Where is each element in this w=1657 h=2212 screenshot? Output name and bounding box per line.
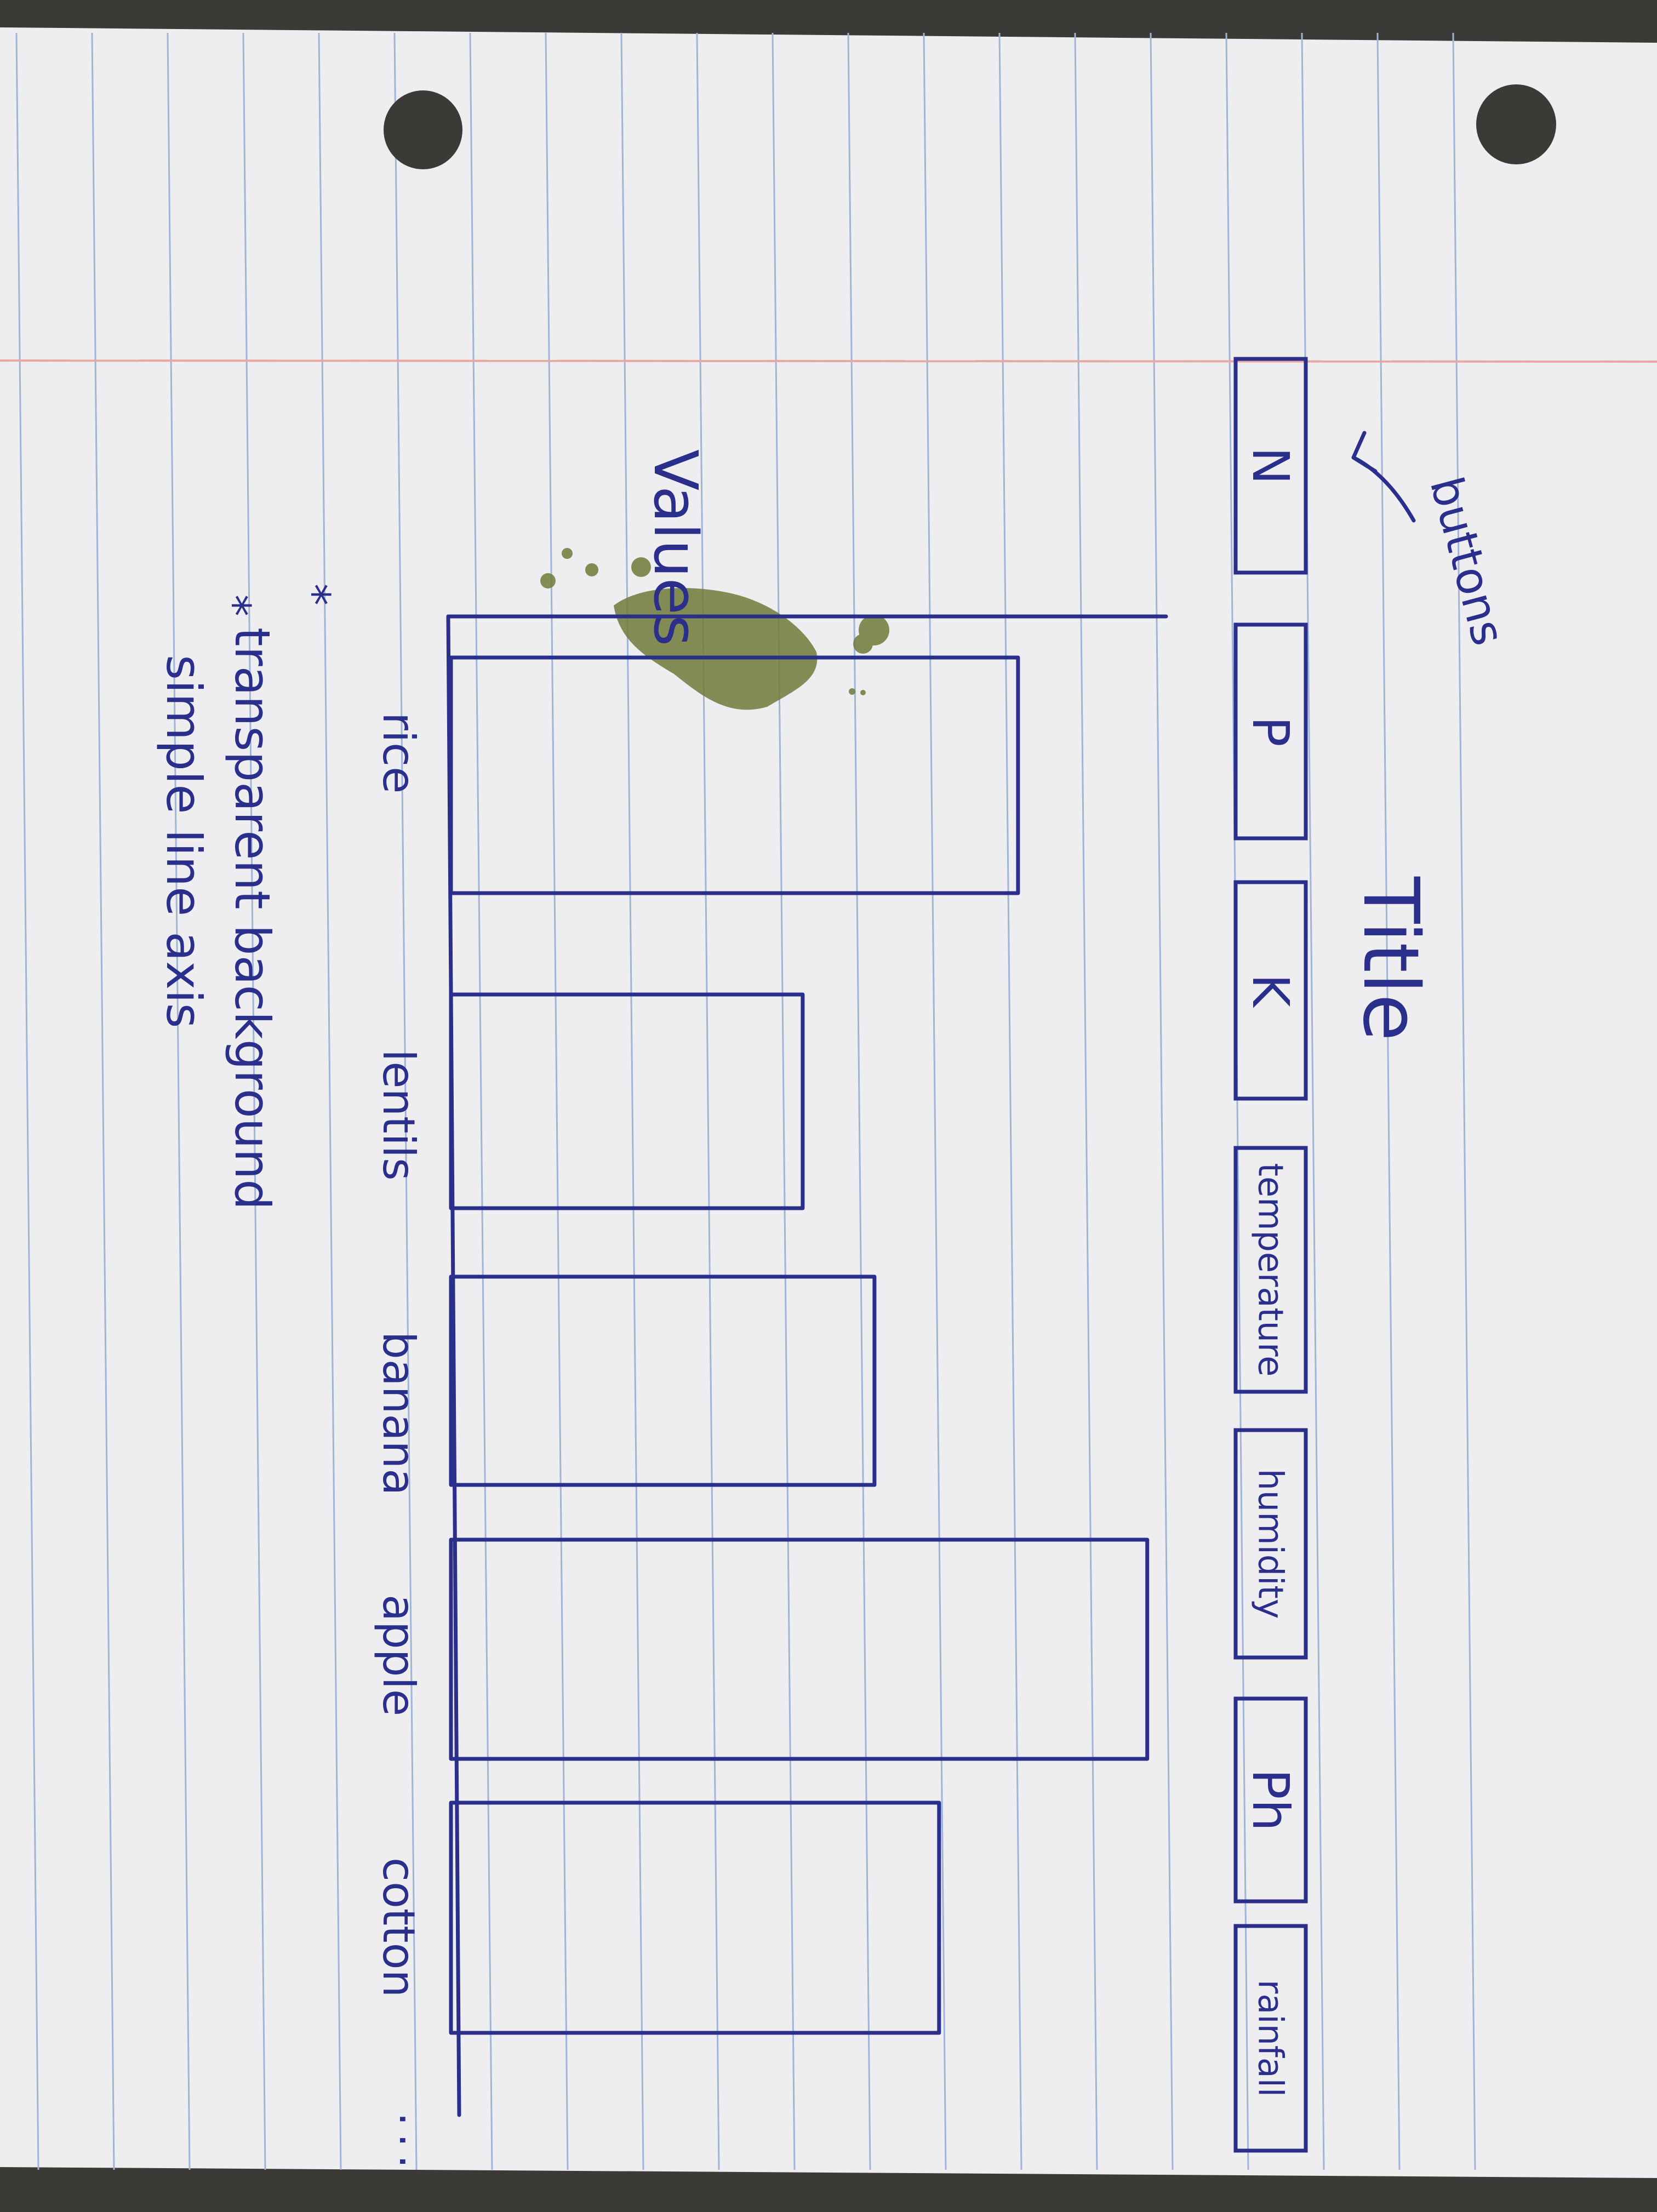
category-label-rice: rice bbox=[373, 712, 424, 793]
category-label-apple: apple bbox=[373, 1594, 424, 1716]
note-bullet: * bbox=[288, 584, 339, 605]
metric-button-humidity[interactable]: humidity bbox=[1233, 1428, 1308, 1660]
ruled-line bbox=[1074, 32, 1098, 2170]
button-outline bbox=[1233, 357, 1308, 575]
button-label: temperature bbox=[1250, 1163, 1290, 1377]
metric-button-k[interactable]: K bbox=[1233, 880, 1308, 1101]
category-label-banana: banana bbox=[373, 1331, 424, 1495]
ruled-line bbox=[545, 32, 569, 2170]
ruled-line bbox=[91, 32, 115, 2170]
ruled-line bbox=[847, 32, 871, 2170]
button-outline bbox=[1233, 880, 1308, 1101]
ruled-line bbox=[1225, 32, 1249, 2170]
metric-button-p[interactable]: P bbox=[1233, 622, 1308, 841]
stain bbox=[540, 548, 889, 710]
ruled-line bbox=[620, 32, 644, 2170]
button-outline bbox=[1233, 1696, 1308, 1904]
notes: * transparent background * simple line a… bbox=[156, 584, 339, 1210]
ruled-line bbox=[1150, 32, 1174, 2170]
ruled-line bbox=[772, 32, 796, 2170]
category-label-lentils: lentils bbox=[373, 1049, 424, 1181]
ruled-line bbox=[393, 32, 418, 2170]
metric-button-rainfall[interactable]: rainfall bbox=[1233, 1924, 1308, 2153]
category-labels: rice lentils banana apple cotton bbox=[373, 712, 424, 1997]
button-outline bbox=[1233, 1146, 1308, 1394]
button-outline bbox=[1233, 1924, 1308, 2153]
bar-chart-sketch bbox=[446, 614, 1168, 2117]
bar-rice bbox=[449, 655, 1020, 895]
ruled-line bbox=[242, 32, 266, 2170]
button-label: N bbox=[1241, 447, 1300, 485]
button-label: humidity bbox=[1250, 1469, 1290, 1619]
button-outline bbox=[1233, 1428, 1308, 1660]
binder-hole bbox=[384, 90, 462, 169]
bar-lentils bbox=[449, 992, 805, 1210]
button-label: Ph bbox=[1241, 1769, 1300, 1831]
margin-rule bbox=[0, 359, 1657, 363]
button-outline bbox=[1233, 622, 1308, 841]
note-simple-line-axis: simple line axis bbox=[156, 655, 212, 1028]
button-label: P bbox=[1241, 716, 1300, 746]
category-label-cotton: cotton bbox=[373, 1857, 424, 1997]
metric-button-temperature[interactable]: temperature bbox=[1233, 1146, 1308, 1394]
arrow-icon bbox=[1351, 431, 1416, 523]
ruled-line bbox=[998, 32, 1022, 2170]
ruled-line bbox=[1452, 32, 1476, 2170]
button-label: K bbox=[1241, 974, 1300, 1008]
continuation-marker: ... bbox=[390, 2112, 439, 2176]
binder-hole bbox=[1476, 84, 1556, 164]
ruled-line bbox=[923, 32, 947, 2170]
ruled-line bbox=[1376, 32, 1401, 2170]
metric-button-n[interactable]: N bbox=[1233, 357, 1308, 575]
note-transparent-background: transparent background bbox=[224, 627, 281, 1210]
metric-button-ph[interactable]: Ph bbox=[1233, 1696, 1308, 1904]
chart-title: Title bbox=[1346, 876, 1435, 1041]
bars bbox=[449, 655, 1150, 2035]
bar-banana bbox=[449, 1274, 877, 1487]
ruled-line bbox=[696, 32, 720, 2170]
ruled-line bbox=[469, 32, 493, 2170]
bar-cotton bbox=[449, 1801, 941, 2035]
button-label: rainfall bbox=[1250, 1980, 1290, 2097]
bar-apple bbox=[449, 1537, 1150, 1761]
axis-label-values: Values bbox=[641, 449, 711, 646]
note-bullet: * bbox=[209, 595, 260, 616]
ruled-line bbox=[167, 32, 191, 2170]
ruled-line bbox=[318, 32, 342, 2170]
ruled-line bbox=[15, 32, 39, 2170]
